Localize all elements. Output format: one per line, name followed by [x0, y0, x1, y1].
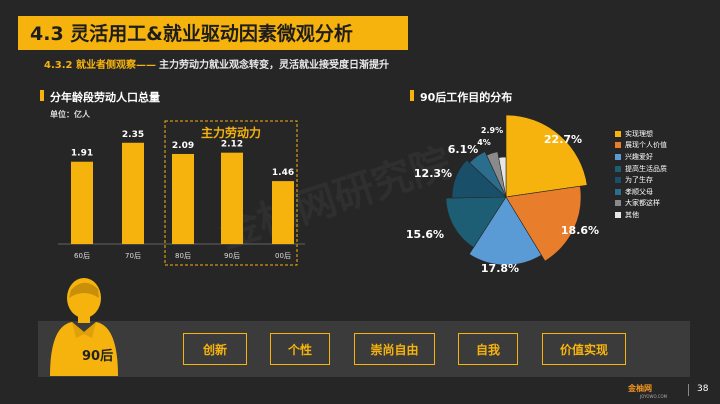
legend-item: 实现理想 — [615, 128, 667, 140]
person-avatar-icon — [50, 278, 118, 376]
legend-item: 展现个人价值 — [615, 140, 667, 152]
brand-logo-url: JOYOWO.COM — [640, 394, 668, 399]
right-panel-marker — [410, 90, 414, 101]
legend-swatch — [615, 177, 621, 184]
legend-swatch — [615, 200, 621, 207]
legend-swatch — [615, 142, 621, 149]
avatar-label: 90后 — [82, 349, 114, 364]
legend-label: 孝顺父母 — [625, 187, 653, 196]
pie-slice-大家都这样 — [486, 151, 507, 198]
legend-item: 为了生存 — [615, 174, 667, 186]
tag-personality: 个性 — [270, 333, 330, 365]
pie-value-label: 18.6% — [561, 224, 599, 237]
legend-swatch — [615, 211, 621, 218]
pie-value-label: 22.7% — [544, 133, 582, 146]
bar-series: 1.91 60后 2.35 70后 2.09 80后 2.12 90后 1.46 00后 — [71, 130, 294, 260]
pie-value-label: 4% — [477, 138, 491, 147]
pie-slice-展现个人价值 — [505, 185, 582, 262]
bar-value-label: 1.46 — [272, 168, 294, 178]
page-subtitle: 4.3.2 就业者侧观察—— 主力劳动力就业观念转变，灵活就业接受度日渐提升 — [44, 56, 389, 71]
highlight-label: 主力劳动力 — [201, 125, 261, 140]
title-bar — [18, 16, 408, 50]
legend-item: 提高生活品质 — [615, 163, 667, 175]
subtitle-description: 主力劳动力就业观念转变，灵活就业接受度日渐提升 — [158, 60, 389, 71]
tag-self: 自我 — [458, 333, 518, 365]
legend-item: 其他 — [615, 209, 667, 221]
page-separator — [688, 384, 689, 396]
legend-label: 大家都这样 — [625, 199, 660, 208]
legend-swatch — [615, 188, 621, 195]
bar-value-label: 2.35 — [122, 130, 144, 140]
legend-label: 提高生活品质 — [625, 164, 667, 173]
legend-swatch — [615, 130, 621, 137]
pie-slice-为了生存 — [451, 159, 507, 199]
bar-80后 — [172, 153, 194, 244]
bar-value-label: 2.12 — [221, 140, 243, 150]
pie-value-label: 6.1% — [448, 143, 479, 156]
subtitle-code: 4.3.2 就业者侧观察—— — [44, 60, 156, 71]
legend-label: 展现个人价值 — [625, 141, 667, 150]
bar-category-label: 90后 — [224, 251, 240, 260]
bar-category-label: 70后 — [125, 251, 141, 260]
pie-value-label: 15.6% — [406, 228, 444, 241]
legend-label: 实现理想 — [625, 129, 653, 138]
pie-chart-title: 90后工作目的分布 — [420, 91, 513, 104]
bar-category-label: 00后 — [275, 251, 291, 260]
legend-label: 其他 — [625, 210, 639, 219]
bar-value-label: 2.09 — [172, 141, 194, 151]
bar-chart-title: 分年龄段劳动人口总量 — [50, 91, 160, 104]
bar-chart-unit: 单位：亿人 — [50, 110, 90, 119]
bar-90后 — [221, 152, 243, 244]
bar-70后 — [122, 142, 144, 244]
legend-label: 为了生存 — [625, 176, 653, 185]
legend-label: 兴趣爱好 — [625, 152, 653, 161]
legend-swatch — [615, 153, 621, 160]
pie-series: 22.7% 18.6% 17.8% 15.6% 12.3% 6.1%4% 2.9% — [406, 114, 599, 275]
page-number: 38 — [697, 384, 709, 394]
pie-value-label: 12.3% — [414, 167, 452, 180]
pie-slice-兴趣爱好 — [468, 196, 542, 266]
bar-00后 — [272, 181, 294, 244]
bar-60后 — [71, 161, 93, 244]
pie-slice-其他 — [498, 156, 507, 198]
legend-item: 兴趣爱好 — [615, 151, 667, 163]
tag-value-realization: 价值实现 — [542, 333, 626, 365]
pie-slice-实现理想 — [505, 114, 588, 198]
brand-logo: 金柚网 — [628, 384, 652, 393]
tag-innovation: 创新 — [183, 333, 247, 365]
bar-category-label: 80后 — [175, 251, 191, 260]
legend-item: 大家都这样 — [615, 198, 667, 210]
page-title: 4.3 灵活用工&就业驱动因素微观分析 — [30, 23, 353, 45]
tag-freedom: 崇尚自由 — [354, 333, 435, 365]
left-panel-marker — [40, 90, 44, 101]
pie-slice-孝顺父母 — [469, 151, 507, 198]
legend-swatch — [615, 165, 621, 172]
pie-value-label: 17.8% — [481, 262, 519, 275]
bar-value-label: 1.91 — [71, 149, 93, 159]
keyword-strip — [38, 321, 690, 377]
pie-legend: 实现理想展现个人价值 兴趣爱好提高生活品质 为了生存孝顺父母大家都这样其他 — [615, 128, 667, 221]
legend-item: 孝顺父母 — [615, 186, 667, 198]
bar-category-label: 60后 — [74, 251, 90, 260]
highlight-box — [164, 120, 298, 266]
pie-slice-提高生活品质 — [445, 196, 507, 248]
pie-value-label: 2.9% — [481, 126, 503, 135]
